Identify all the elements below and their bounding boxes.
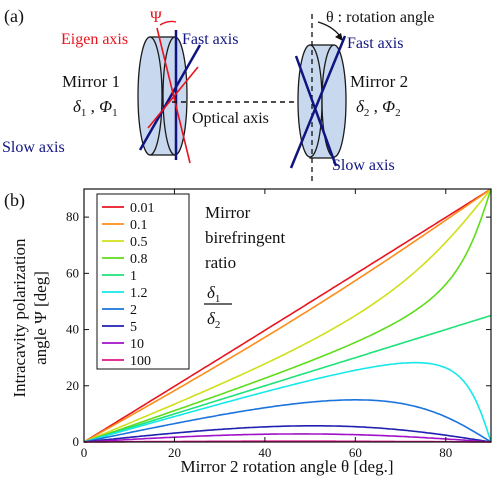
eigen-axis-line-1 [156, 27, 191, 164]
slow-axis-2-label: Slow axis [332, 157, 395, 174]
ratio-denominator: δ2 [207, 309, 220, 331]
eigen-axis-line-2 [147, 66, 199, 129]
ratio-numerator-symbol: δ [207, 283, 216, 302]
mirror-1-delta: δ [73, 97, 82, 116]
legend-label-0.8: 0.8 [130, 252, 148, 267]
rotation-arc [317, 21, 341, 37]
panel-a-label: (a) [4, 6, 24, 27]
legend-label-10: 10 [130, 337, 144, 352]
mirror-1-comma: , [86, 97, 99, 116]
series-line-0.1 [83, 188, 492, 443]
ratio-numerator: δ1 [207, 283, 220, 305]
series-line-0.8 [83, 188, 492, 443]
legend-label-0.5: 0.5 [130, 235, 148, 250]
y-tick-label: 0 [73, 434, 80, 449]
y-tick-label: 60 [66, 265, 79, 280]
legend-entries: 0.01 0.1 0.5 0.8 1 1.2 2 5 10 100 [102, 201, 155, 369]
fast-axis-2-label: Fast axis [347, 35, 403, 52]
series-line-10 [83, 433, 492, 443]
ratio-numerator-subscript: 1 [215, 293, 221, 305]
x-axis-ticks: 0 20 40 60 80 [81, 189, 452, 460]
optical-axis-label: Optical axis [192, 110, 269, 127]
y-axis-label-line-2: angle Ψ [deg] [31, 271, 50, 365]
fast-axis-1-label: Fast axis [182, 31, 238, 48]
slow-axis-1-line [138, 44, 202, 151]
mirror-2-comma: , [369, 97, 382, 116]
y-tick-label: 80 [66, 209, 79, 224]
x-tick-label: 80 [439, 445, 452, 460]
mirror-1 [137, 36, 188, 156]
panel-b-label: (b) [4, 190, 25, 211]
ratio-denominator-subscript: 2 [215, 319, 221, 331]
legend-label-2: 2 [130, 303, 137, 318]
legend-title-line-3: ratio [205, 253, 236, 272]
legend-title-line-2: birefringent [205, 228, 286, 247]
mirror-2-phi: Φ [382, 97, 395, 116]
legend-label-1: 1 [130, 269, 137, 284]
psi-angle-arc [159, 20, 177, 26]
mirror-1-back-face [137, 36, 163, 156]
mirror-1-phi: Φ [99, 97, 112, 116]
series-line-0.5 [83, 188, 492, 443]
mirror-2-phi-sub: 2 [395, 107, 401, 119]
panel-b: (b) 0 20 40 60 80 0 20 40 60 80 0.01 0.1 0.5 0.8 1 1.… [4, 188, 492, 476]
mirror-1-phi-sub: 1 [112, 107, 118, 119]
mirror-1-delta-sub: 1 [81, 107, 87, 119]
legend-label-0.1: 0.1 [130, 218, 148, 233]
series-line-1 [83, 314, 492, 443]
mirror-1-title: Mirror 1 [62, 72, 120, 91]
mirror-2-delta: δ [356, 97, 365, 116]
legend-title-line-1: Mirror [205, 203, 251, 222]
y-axis-label-line-1: Intracavity polarization [10, 238, 29, 398]
x-tick-label: 20 [168, 445, 181, 460]
eigen-axis-label: Eigen axis [61, 31, 128, 48]
series-line-5 [83, 424, 492, 443]
mirror-2-delta-sub: 2 [364, 107, 370, 119]
fast-axis-2-line [289, 35, 347, 169]
legend-label-1.2: 1.2 [130, 286, 148, 301]
mirror-2 [297, 44, 347, 159]
mirror-2-params: δ2 , Φ2 [356, 97, 401, 119]
rotation-angle-label: θ : rotation angle [326, 9, 435, 26]
y-tick-label: 20 [66, 378, 79, 393]
legend-label-100: 100 [130, 354, 151, 369]
slow-axis-1-label: Slow axis [2, 139, 65, 156]
x-tick-label: 0 [81, 445, 88, 460]
legend-label-0.01: 0.01 [130, 201, 155, 216]
x-axis-label: Mirror 2 rotation angle θ [deg.] [180, 457, 393, 476]
plot-frame [83, 188, 492, 443]
legend: 0.01 0.1 0.5 0.8 1 1.2 2 5 10 100 [96, 193, 190, 370]
psi-symbol: Ψ [150, 9, 162, 26]
mirror-2-title: Mirror 2 [350, 72, 408, 91]
slow-axis-2-line [294, 55, 338, 167]
series-line-2 [83, 398, 492, 443]
mirror-1-params: δ1 , Φ1 [73, 97, 118, 119]
series-line-1.2 [83, 361, 492, 443]
legend-label-5: 5 [130, 320, 137, 335]
y-tick-label: 40 [66, 322, 79, 337]
panel-a: (a) Ψ Eigen axis Fast axis [2, 6, 435, 182]
series-line-0.01 [83, 188, 492, 443]
ratio-denominator-symbol: δ [207, 309, 216, 328]
rotation-arrowhead [335, 33, 343, 41]
y-axis-ticks: 0 20 40 60 80 [66, 209, 491, 449]
x-tick-label: 40 [258, 445, 271, 460]
x-tick-label: 60 [349, 445, 362, 460]
